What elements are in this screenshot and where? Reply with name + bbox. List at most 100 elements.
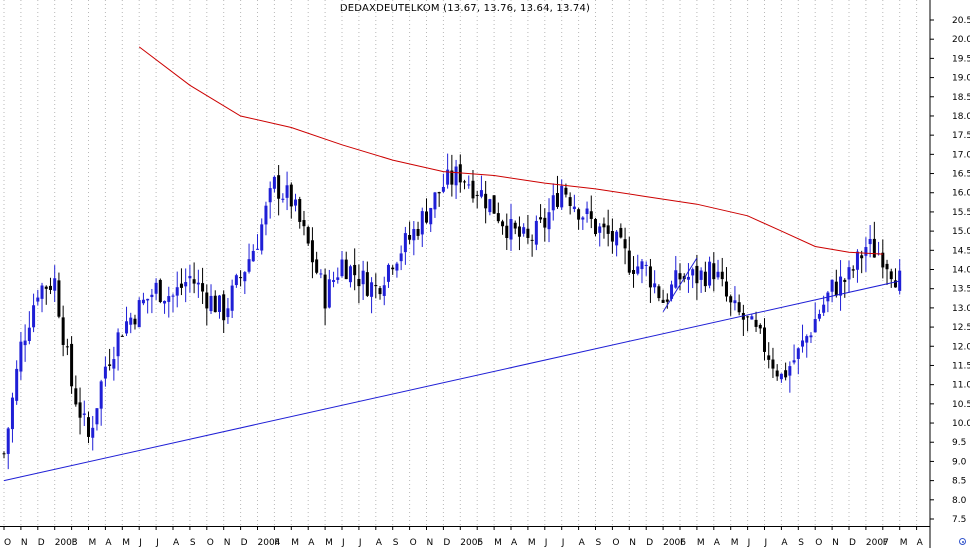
candle-body [141, 299, 145, 304]
candle-body [581, 217, 585, 220]
candle-body [737, 302, 741, 313]
candle-body [708, 261, 712, 286]
x-tick-label: M [291, 538, 299, 548]
candle-body [484, 193, 488, 209]
y-tick-label: 8.0 [952, 496, 967, 506]
candle-body [65, 346, 69, 348]
candle-body [27, 327, 31, 342]
candle-body [310, 240, 314, 263]
x-tick-label: O [207, 538, 214, 548]
candle-body [454, 166, 458, 186]
candle-body [543, 217, 547, 228]
candle-body [146, 298, 150, 301]
x-tick-label: A [376, 538, 383, 548]
candle-body [36, 297, 40, 302]
candle-body [192, 279, 196, 284]
candle-body [648, 266, 652, 288]
candle-body [893, 280, 897, 288]
candle-body [771, 359, 775, 369]
candle-body [243, 272, 247, 282]
candle-body [446, 169, 450, 185]
candle-body [505, 225, 509, 239]
settings-icon[interactable] [959, 538, 966, 545]
candle-body [492, 195, 496, 214]
candle-body [209, 295, 213, 312]
candle-body [336, 277, 340, 280]
candle-body [61, 317, 65, 345]
candle-body [184, 282, 188, 287]
candle-body [256, 248, 259, 250]
y-tick-label: 14.5 [952, 246, 970, 256]
candle-body [137, 300, 141, 328]
candle-body [294, 199, 298, 206]
candle-body [315, 259, 319, 273]
x-tick-label: D [646, 538, 653, 548]
candle-body [822, 304, 826, 313]
x-tick-label: A [917, 538, 924, 548]
candle-body [602, 223, 606, 228]
candle-body [179, 283, 183, 288]
candle-body [855, 251, 859, 270]
candle-body [678, 273, 682, 280]
candle-body [551, 195, 555, 211]
candle-body [378, 288, 382, 295]
candle-body [133, 318, 137, 325]
candle-body [686, 276, 690, 280]
candle-body [898, 270, 902, 291]
chart-title: DEDAXDEUTELKOM (13.67, 13.76, 13.64, 13.… [339, 3, 591, 14]
candle-body [665, 299, 669, 302]
y-tick-label: 8.5 [952, 477, 966, 487]
candle-body [277, 175, 281, 199]
candle-body [129, 317, 133, 325]
candle-body [175, 287, 179, 296]
candle-body [526, 228, 530, 238]
x-tick-label: A [714, 538, 721, 548]
candle-body [834, 281, 838, 296]
candle-body [534, 220, 538, 245]
candle-body [302, 220, 306, 227]
candle-body [843, 279, 847, 282]
candle-body [154, 282, 158, 294]
x-tick-label: F [680, 538, 685, 548]
y-tick-label: 19.0 [952, 74, 970, 84]
candle-body [57, 280, 61, 317]
candle-body [425, 211, 428, 223]
candle-body [691, 269, 695, 276]
candle-body [19, 341, 23, 372]
y-tick-label: 17.5 [952, 131, 970, 141]
x-tick-label: N [224, 538, 231, 548]
candle-body [619, 227, 623, 238]
candle-body [6, 428, 10, 454]
candle-body [547, 212, 551, 230]
y-tick-label: 18.0 [952, 112, 970, 122]
x-tick-label: S [190, 538, 196, 548]
candle-body [496, 213, 500, 222]
candle-body [589, 211, 593, 219]
candle-body [15, 368, 19, 401]
candle-body [167, 296, 171, 302]
x-tick-label: 2003 [55, 538, 78, 548]
x-tick-label: 2006 [663, 538, 686, 548]
candle-body [10, 397, 14, 430]
candle-body [627, 250, 631, 273]
candle-body [386, 264, 390, 282]
candle-body [327, 279, 331, 308]
y-tick-label: 12.5 [952, 323, 970, 333]
candle-body [610, 231, 614, 242]
x-tick-label: A [511, 538, 518, 548]
candle-body [501, 221, 505, 227]
candle-body [348, 266, 352, 283]
candle-body [247, 259, 251, 272]
candle-body [463, 181, 467, 183]
x-tick-label: A [308, 538, 315, 548]
candle-body [513, 222, 517, 229]
candle-body [615, 231, 619, 246]
x-tick-label: J [341, 538, 345, 548]
candle-body [82, 413, 86, 415]
candle-body [796, 348, 800, 359]
candle-body [805, 336, 809, 343]
candle-body [703, 271, 707, 287]
x-tick-label: O [815, 538, 822, 548]
candle-body [817, 313, 821, 319]
